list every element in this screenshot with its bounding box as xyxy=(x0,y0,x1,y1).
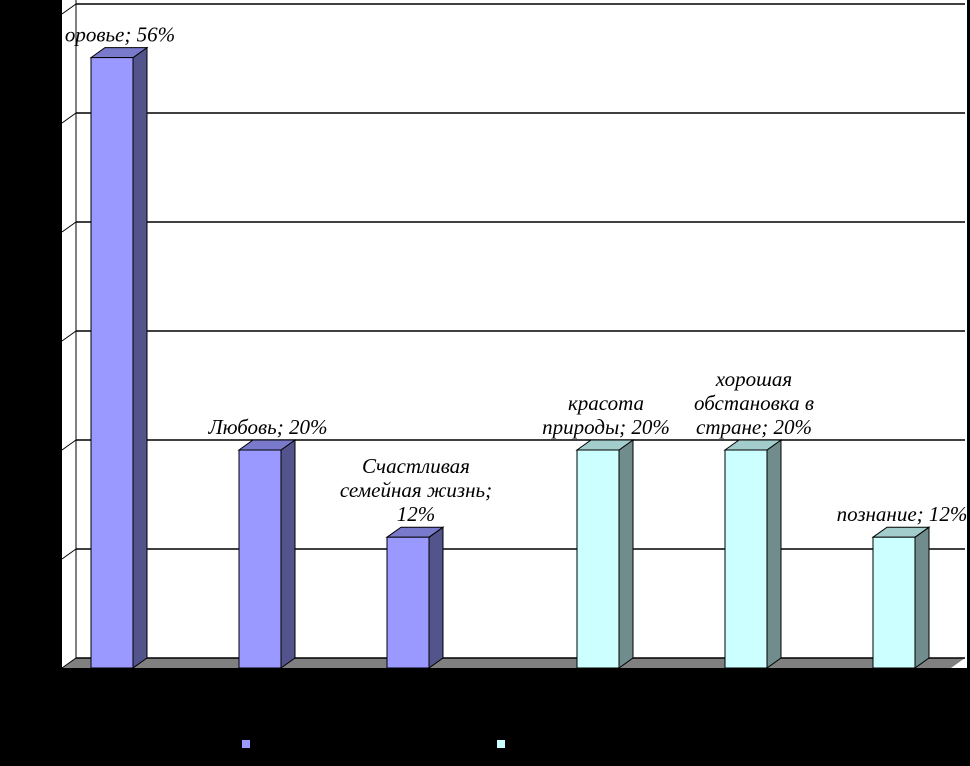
y-tick-label: 60 xyxy=(42,0,56,14)
y-tick-label: 30 xyxy=(42,326,56,341)
data-label: хорошая обстановка в стране; 20% xyxy=(694,367,814,439)
legend-swatch xyxy=(497,740,505,748)
bar-front xyxy=(576,449,620,669)
y-tick-label: 50 xyxy=(42,108,56,123)
bar xyxy=(237,439,297,669)
data-label: познание; 12% xyxy=(837,502,968,526)
legend-swatch xyxy=(242,740,250,748)
bar-front xyxy=(90,57,134,669)
data-label: Любовь; 20% xyxy=(208,415,328,439)
y-tick-label: 40 xyxy=(42,217,56,232)
y-tick-label: 10 xyxy=(42,544,56,559)
floor xyxy=(62,658,965,668)
bar-side xyxy=(914,526,930,669)
tick-mark xyxy=(61,439,77,451)
bar-side xyxy=(280,439,296,669)
bar-front xyxy=(386,536,430,669)
bar-front xyxy=(872,536,916,669)
data-label: оровье; 56% xyxy=(65,23,175,47)
tick-mark xyxy=(61,330,77,342)
bar-front xyxy=(724,449,768,669)
tick-mark xyxy=(61,221,77,233)
bar xyxy=(575,439,635,669)
bar xyxy=(89,46,149,669)
bar xyxy=(871,526,931,669)
bar xyxy=(723,439,783,669)
tick-mark xyxy=(61,112,77,124)
data-label: Счастливая семейная жизнь; 12% xyxy=(340,454,492,526)
plot-wall xyxy=(62,0,967,668)
y-tick-label: 0 xyxy=(49,653,56,668)
data-label: красота природы; 20% xyxy=(542,391,670,439)
tick-mark xyxy=(61,657,77,669)
bar-front xyxy=(238,449,282,669)
bar-side xyxy=(132,46,148,669)
bar-side xyxy=(618,439,634,669)
bar-side xyxy=(428,526,444,669)
tick-mark xyxy=(61,3,77,15)
bar xyxy=(385,526,445,669)
tick-mark xyxy=(61,548,77,560)
bar-side xyxy=(766,439,782,669)
y-tick-label: 20 xyxy=(42,435,56,450)
